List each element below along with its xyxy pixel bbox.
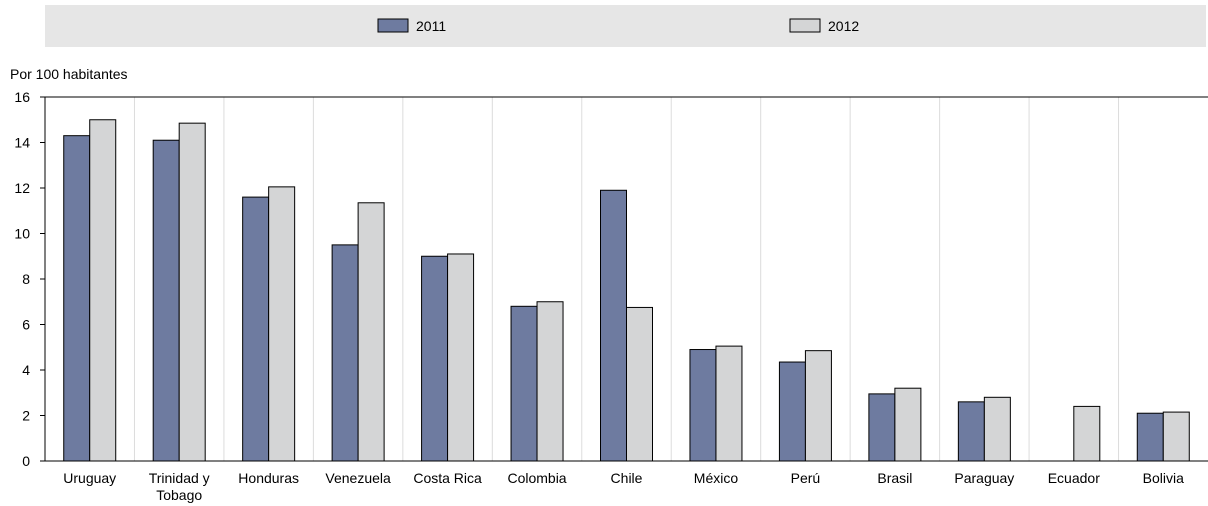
legend-swatch-2011 [377, 18, 409, 33]
x-tick-label-line: México [694, 470, 739, 486]
y-tick-label: 14 [14, 135, 30, 151]
x-tick-label: Bolivia [1143, 470, 1184, 486]
legend-label-2011: 2011 [416, 18, 446, 34]
bar-2011 [63, 135, 91, 462]
bar-2011 [778, 361, 806, 462]
y-tick-label: 4 [22, 362, 30, 378]
bar-2011 [152, 139, 180, 462]
x-tick-label: Perú [791, 470, 821, 486]
bar-2012 [894, 387, 922, 462]
x-tick-label: Uruguay [63, 470, 116, 486]
bar-2012 [626, 306, 653, 462]
bar-2011 [868, 393, 896, 462]
x-tick-label-line: Venezuela [325, 470, 391, 486]
bar-2012 [89, 119, 117, 462]
y-tick-labels: 0 2 4 6 8 10 12 14 16 [14, 89, 45, 469]
y-tick-label: 16 [14, 89, 30, 105]
x-tick-label-line: Brasil [877, 470, 912, 486]
y-tick-label: 6 [22, 317, 30, 333]
x-tick-label-line: Perú [791, 470, 821, 486]
bar-2012 [268, 186, 296, 462]
legend-label-2012: 2012 [828, 18, 859, 34]
bar-2011 [331, 244, 359, 462]
x-tick-label: México [694, 470, 739, 486]
x-tick-label: Trinidad y Tobago [149, 470, 210, 503]
x-tick-label-line: Ecuador [1048, 470, 1100, 486]
x-tick-label-line: Honduras [238, 470, 299, 486]
bar-2012 [1073, 405, 1101, 462]
bar-2012 [715, 345, 743, 462]
bars [63, 119, 1190, 462]
x-tick-label: Colombia [507, 470, 566, 486]
legend-background [45, 5, 1206, 47]
x-tick-labels: Uruguay Trinidad y Tobago Honduras Venezuela… [63, 470, 1184, 503]
bar-2012 [983, 396, 1011, 462]
x-tick-label-line: Tobago [156, 487, 202, 503]
x-tick-label-line: Chile [611, 470, 643, 486]
x-tick-label: Honduras [238, 470, 299, 486]
x-tick-label: Chile [611, 470, 643, 486]
y-tick-label: 8 [22, 271, 30, 287]
bar-2012 [357, 202, 385, 462]
x-tick-label: Ecuador [1048, 470, 1100, 486]
x-tick-label-line: Uruguay [63, 470, 116, 486]
bar-2011 [689, 349, 717, 462]
bar-2011 [600, 189, 627, 462]
bar-2011 [1136, 412, 1164, 462]
y-tick-label: 12 [14, 180, 30, 196]
x-tick-label-line: Paraguay [954, 470, 1014, 486]
x-tick-label-line: Costa Rica [413, 470, 482, 486]
y-tick-label: 10 [14, 226, 30, 242]
x-tick-label-line: Colombia [507, 470, 566, 486]
x-tick-label: Brasil [877, 470, 912, 486]
bar-2011 [242, 196, 270, 462]
y-tick-label: 2 [22, 408, 30, 424]
bar-2012 [178, 122, 206, 462]
bar-2012 [804, 350, 832, 462]
x-tick-label-line: Bolivia [1143, 470, 1184, 486]
bar-2012 [447, 253, 475, 462]
x-tick-label: Costa Rica [413, 470, 482, 486]
bar-2011 [957, 401, 985, 462]
bar-2011 [510, 305, 538, 462]
y-tick-label: 0 [22, 453, 30, 469]
legend-swatch-2012 [789, 18, 821, 33]
legend: 2011 2012 [377, 18, 859, 34]
bar-2011 [421, 255, 449, 462]
bar-2012 [1162, 411, 1190, 462]
y-axis-title: Por 100 habitantes [10, 66, 128, 82]
bar-2012 [536, 301, 564, 462]
x-tick-label: Paraguay [954, 470, 1014, 486]
x-tick-label-line: Trinidad y [149, 470, 210, 486]
x-tick-label: Venezuela [325, 470, 391, 486]
